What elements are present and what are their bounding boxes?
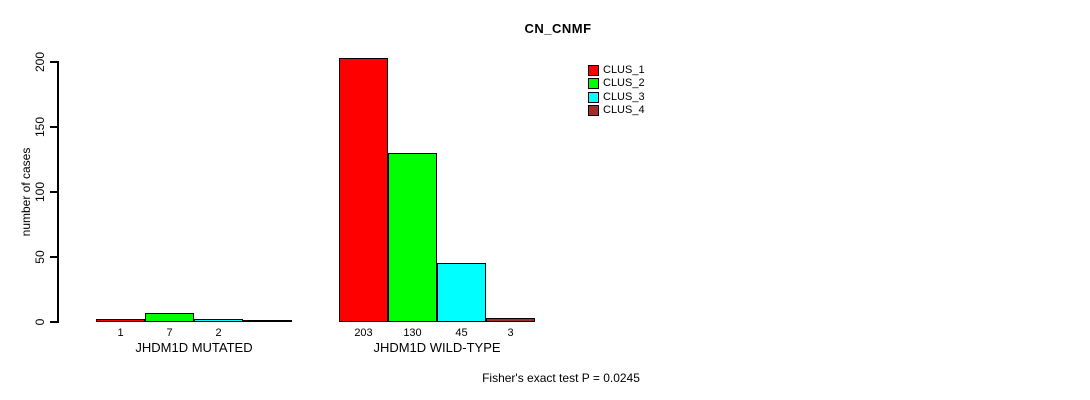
legend-swatch-clus_4	[588, 105, 599, 117]
y-tick-mark	[50, 256, 58, 258]
y-axis-label: number of cases	[19, 147, 33, 237]
legend-item-clus_1: CLUS_1	[588, 64, 645, 77]
chart-title: CN_CNMF	[524, 21, 592, 36]
bar-value-label: 45	[455, 327, 468, 339]
legend-swatch-clus_2	[588, 78, 599, 90]
y-tick-label: 50	[33, 250, 47, 264]
bar-clus_3-wildtype	[437, 263, 486, 322]
bar-clus_1-mutated	[96, 319, 145, 322]
y-tick-mark	[50, 191, 58, 193]
legend-swatch-clus_1	[588, 65, 599, 77]
legend-swatch-clus_3	[588, 91, 599, 103]
footnote-fisher-test: Fisher's exact test P = 0.0245	[482, 371, 640, 385]
group-label-wildtype: JHDM1D WILD-TYPE	[373, 340, 501, 355]
bar-clus_4-mutated	[243, 320, 292, 322]
y-tick-mark	[50, 321, 58, 323]
y-tick-label: 100	[33, 181, 47, 203]
bar-clus_4-wildtype	[486, 318, 535, 322]
bar-clus_3-mutated	[194, 319, 243, 322]
legend-label: CLUS_1	[603, 64, 645, 77]
legend: CLUS_1 CLUS_2 CLUS_3 CLUS_4	[588, 64, 645, 117]
legend-item-clus_4: CLUS_4	[588, 104, 645, 117]
bar-value-label: 3	[507, 327, 514, 339]
bar-clus_1-wildtype	[339, 58, 388, 322]
legend-item-clus_2: CLUS_2	[588, 77, 645, 90]
bar-value-label: 1	[117, 327, 124, 339]
bar-value-label: 7	[166, 327, 173, 339]
legend-item-clus_3: CLUS_3	[588, 91, 645, 104]
group-label-mutated: JHDM1D MUTATED	[135, 340, 253, 355]
bar-value-label: 203	[354, 327, 373, 339]
y-tick-mark	[50, 126, 58, 128]
y-tick-label: 150	[33, 116, 47, 138]
bar-clus_2-mutated	[145, 313, 194, 322]
y-tick-label: 200	[33, 51, 47, 73]
y-tick-label: 0	[33, 318, 47, 326]
y-tick-mark	[50, 61, 58, 63]
y-axis-line	[57, 61, 59, 323]
bar-value-label: 130	[403, 327, 422, 339]
bar-value-label: 2	[215, 327, 222, 339]
legend-label: CLUS_3	[603, 90, 645, 103]
bar-clus_2-wildtype	[388, 153, 437, 322]
legend-label: CLUS_2	[603, 77, 645, 90]
legend-label: CLUS_4	[603, 104, 645, 117]
